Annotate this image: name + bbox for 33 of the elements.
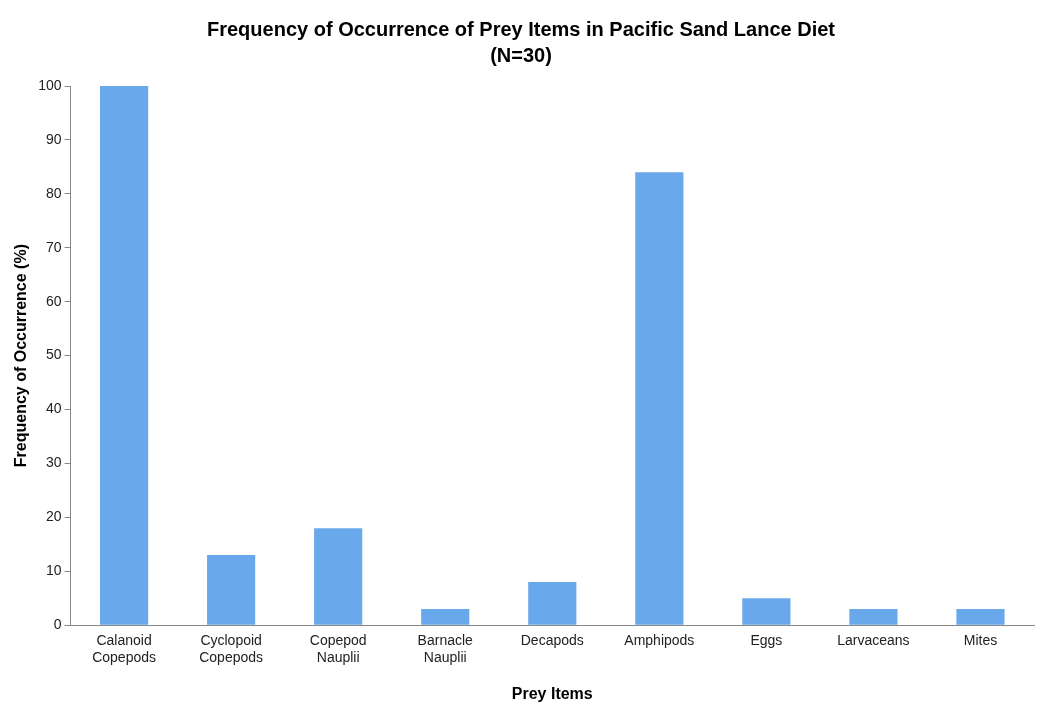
y-tick-label: 90 [45, 130, 62, 147]
y-tick-label: 10 [45, 562, 62, 579]
x-tick-label: Copepod Nauplii [309, 632, 367, 666]
x-tick-label: Larvaceans [837, 632, 910, 649]
x-tick-label: Decapods [520, 632, 584, 649]
y-tick-label: 30 [45, 454, 62, 471]
chart-subtitle: (N=30) [490, 43, 552, 66]
x-tick-label: Cyclopoid Copepods [199, 632, 264, 666]
bar [314, 528, 363, 625]
bar [849, 609, 898, 625]
x-axis-title: Prey Items [511, 684, 593, 702]
y-axis-title: Frequency of Occurrence (%) [12, 244, 30, 468]
y-tick-label: 40 [45, 400, 62, 417]
y-tick-label: 60 [45, 292, 62, 309]
bar [742, 598, 791, 625]
y-tick-label: 0 [53, 616, 62, 633]
y-tick-label: 100 [38, 76, 62, 93]
bar [528, 582, 577, 625]
y-tick-label: 50 [45, 346, 62, 363]
bar [207, 555, 256, 625]
bar [421, 609, 470, 625]
chart-title: Frequency of Occurrence of Prey Items in Pacific Sand Lance Diet [207, 17, 836, 40]
bar [956, 609, 1005, 625]
x-tick-label: Eggs [750, 632, 783, 649]
y-tick-label: 70 [45, 238, 62, 255]
x-tick-label: Calanoid Copepods [92, 632, 156, 666]
bar [635, 172, 684, 625]
x-tick-label: Mites [963, 632, 998, 649]
bar [100, 86, 149, 625]
y-tick-label: 80 [45, 184, 62, 201]
x-tick-label: Barnacle Nauplii [417, 632, 474, 666]
x-tick-label: Amphipods [624, 632, 695, 649]
y-tick-label: 20 [45, 508, 62, 525]
